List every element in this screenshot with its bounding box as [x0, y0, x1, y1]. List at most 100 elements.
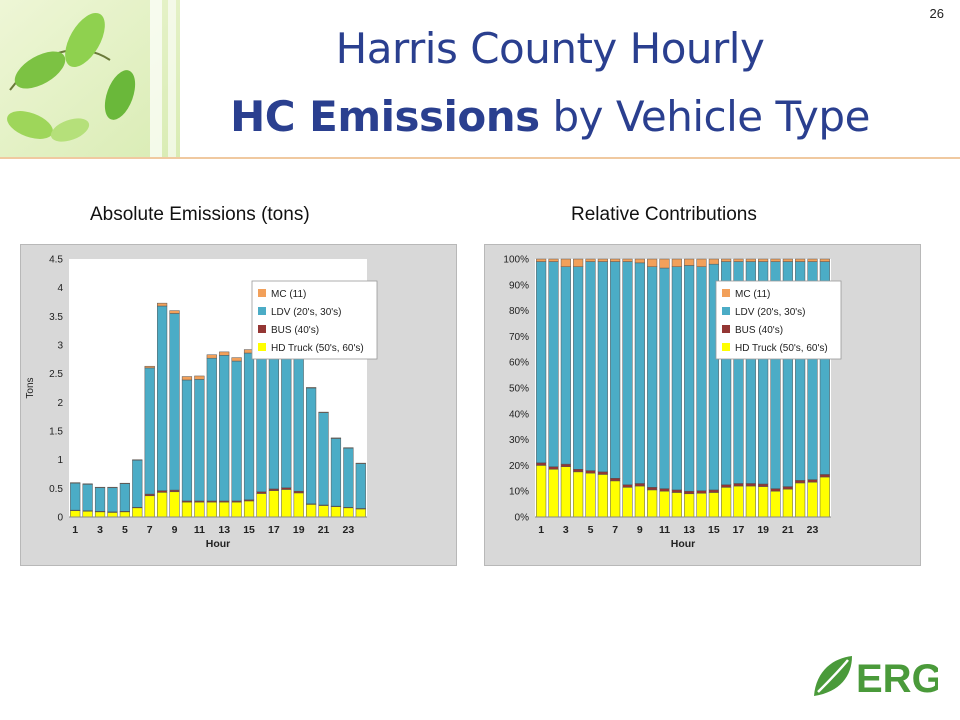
- y-tick-label: 2: [57, 398, 63, 409]
- x-tick-label: 19: [757, 524, 769, 536]
- bar-segment: [671, 266, 682, 491]
- bar-segment: [647, 489, 658, 518]
- bar-segment: [82, 511, 93, 518]
- y-tick-label: 4.5: [49, 255, 63, 266]
- bar-segment: [770, 258, 781, 262]
- x-axis-title: Hour: [671, 538, 696, 550]
- bar-segment: [782, 486, 793, 490]
- bar-segment: [194, 501, 205, 518]
- bar-segment: [293, 490, 304, 494]
- bar-segment: [807, 258, 818, 262]
- bar-segment: [281, 487, 292, 490]
- bar-segment: [181, 376, 193, 381]
- y-tick-label: 3: [57, 341, 63, 352]
- legend-label: HD Truck (50's, 60's): [271, 343, 364, 354]
- bar-segment: [343, 447, 354, 508]
- bar-segment: [144, 367, 155, 495]
- x-tick-label: 1: [538, 524, 544, 536]
- bar-segment: [82, 483, 93, 485]
- bar-segment: [622, 484, 633, 488]
- bar-segment: [696, 266, 707, 491]
- bar-segment: [573, 266, 584, 470]
- bar-segment: [144, 493, 155, 497]
- y-axis-title: Tons: [25, 377, 36, 398]
- y-tick-label: 0: [57, 513, 63, 524]
- x-tick-label: 3: [563, 524, 569, 536]
- bar-segment: [573, 471, 584, 518]
- y-tick-label: 100%: [503, 255, 529, 266]
- bar-segment: [219, 501, 230, 518]
- bar-segment: [132, 459, 143, 461]
- y-tick-label: 1.5: [49, 427, 63, 438]
- bar-segment: [318, 411, 329, 413]
- y-tick-label: 90%: [509, 280, 529, 291]
- bar-segment: [231, 501, 242, 518]
- absolute-emissions-chart: 0 0.5 1 1.5 2 2.5 3 3.5 4 4.5 1 3 5 7 9 11 13 15 17 19 21 23 H…: [20, 244, 457, 566]
- x-tick-label: 11: [194, 524, 205, 536]
- legend-swatch: [722, 289, 730, 297]
- x-tick-label: 19: [293, 524, 305, 536]
- x-tick-label: 21: [782, 524, 794, 536]
- bar-segment: [169, 310, 180, 314]
- bar-segment: [268, 490, 279, 518]
- x-tick-label: 3: [97, 524, 103, 536]
- bar-segment: [745, 483, 756, 487]
- bar-segment: [70, 482, 81, 511]
- bar-segment: [622, 258, 633, 262]
- bar-segment: [119, 483, 130, 512]
- bar-segment: [157, 305, 168, 491]
- bar-segment: [597, 471, 608, 475]
- bar-segment: [684, 258, 695, 266]
- bar-segment: [708, 258, 719, 265]
- relative-contributions-chart: 0% 10% 20% 30% 40% 50% 60% 70% 80% 90% 100% 1 3 5 7 9 11…: [484, 244, 921, 566]
- bar-segment: [132, 459, 143, 508]
- bar-segment: [318, 412, 329, 506]
- bar-segment: [647, 258, 658, 267]
- bar-segment: [548, 466, 559, 470]
- leaf-banner-image: [0, 0, 180, 158]
- bar-segment: [206, 501, 217, 518]
- x-tick-label: 7: [147, 524, 153, 536]
- y-tick-label: 4: [57, 283, 63, 294]
- legend-swatch: [258, 325, 266, 333]
- bar-segment: [634, 485, 645, 518]
- bar-segment: [610, 258, 621, 262]
- bar-segment: [634, 483, 645, 487]
- bar-segment: [536, 462, 547, 466]
- bar-segment: [696, 490, 707, 494]
- logo-text: ERG: [856, 657, 938, 698]
- y-tick-label: 10%: [509, 487, 529, 498]
- bar-segment: [795, 480, 806, 484]
- bar-segment: [306, 504, 317, 518]
- legend-label: BUS (40's): [735, 325, 783, 336]
- caption-absolute-emissions: Absolute Emissions (tons): [90, 204, 310, 225]
- x-tick-label: 11: [659, 524, 670, 536]
- legend-label: MC (11): [735, 289, 770, 300]
- caption-relative-contributions: Relative Contributions: [571, 204, 757, 225]
- relative-contributions-chart-svg: 0%10%20%30%40%50%60%70%80%90%100%1 3 5 7 9 11…: [503, 255, 842, 550]
- bar-segment: [758, 483, 769, 487]
- y-tick-label: 80%: [509, 306, 529, 317]
- bar-segment: [795, 482, 806, 518]
- bar-segment: [82, 484, 93, 511]
- bar-segment: [169, 491, 180, 518]
- bar-segment: [219, 351, 230, 356]
- slide-title-line1: Harris County Hourly: [335, 24, 765, 73]
- bar-segment: [560, 266, 571, 465]
- x-tick-label: 15: [243, 524, 255, 536]
- bar-segment: [536, 261, 547, 464]
- bar-segment: [597, 474, 608, 518]
- y-tick-label: 20%: [509, 461, 529, 472]
- bar-segment: [181, 501, 193, 518]
- header-divider: [0, 157, 960, 159]
- bar-segment: [733, 483, 744, 487]
- x-tick-label: 1: [72, 524, 78, 536]
- bar-segment: [206, 354, 217, 359]
- bar-segment: [548, 258, 559, 262]
- y-tick-label: 0%: [515, 513, 530, 524]
- erg-logo: ERG: [812, 652, 943, 703]
- bar-segment: [647, 487, 658, 491]
- bar-segment: [560, 466, 571, 518]
- bar-segment: [293, 492, 304, 518]
- slide-title-line2: HC Emissions by Vehicle Type: [0, 92, 960, 141]
